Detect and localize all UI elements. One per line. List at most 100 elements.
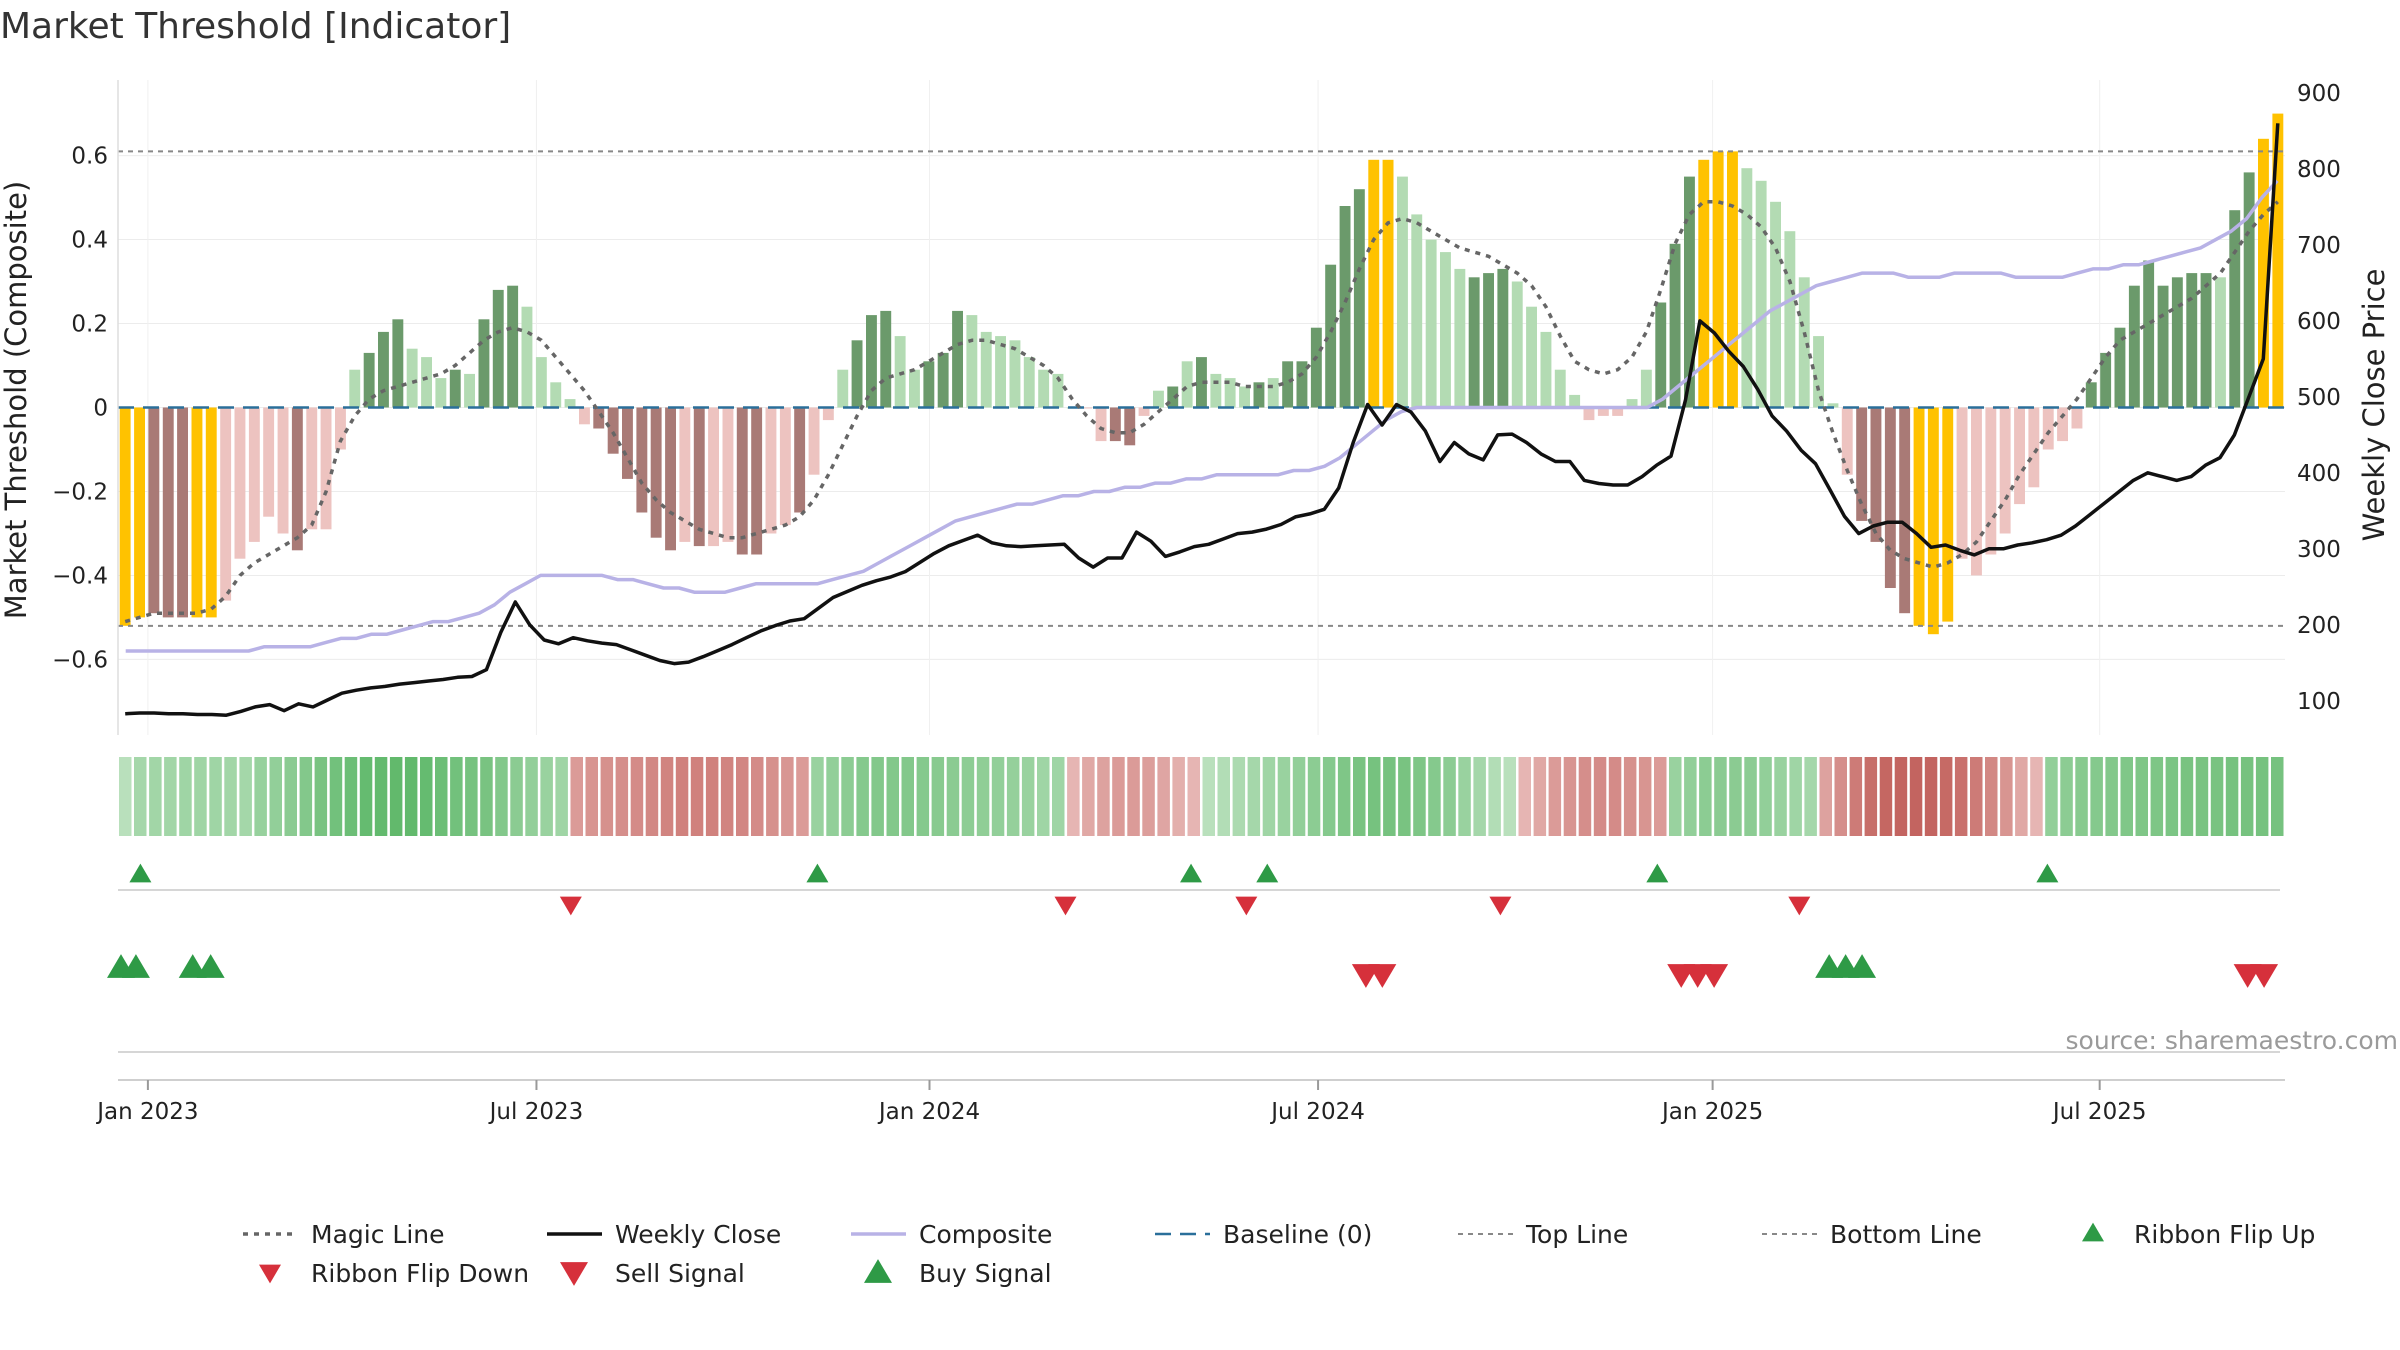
y-tick-label: 0.6: [71, 144, 108, 170]
ribbon-cell: [1232, 757, 1246, 836]
composite-bar: [306, 407, 318, 530]
composite-bar: [1497, 268, 1509, 408]
ribbon-cell: [1187, 757, 1200, 836]
ribbon-cell: [2225, 757, 2239, 836]
ribbon-cell: [2000, 757, 2013, 836]
ribbon-cell: [1669, 757, 1682, 836]
y-axis-label: Market Threshold (Composite): [0, 181, 33, 619]
ribbon-cell: [510, 757, 523, 836]
sell-signal-marker: [2250, 964, 2279, 988]
ribbon-cell: [1322, 757, 1336, 836]
legend-item-composite: Composite: [851, 1220, 1052, 1249]
composite-bar: [1023, 357, 1035, 408]
ribbon-cell: [1067, 757, 1080, 836]
y2-axis-label: Weekly Close Price: [2357, 269, 2391, 542]
ribbon-cell: [871, 757, 884, 836]
ribbon-cell: [811, 757, 824, 836]
composite-bar: [1267, 378, 1279, 408]
composite-bar: [1712, 151, 1724, 408]
y2-tick-label: 700: [2297, 233, 2341, 259]
composite-bar: [679, 407, 691, 542]
composite-bar: [1109, 407, 1121, 442]
ribbon-cell: [1954, 757, 1968, 836]
ribbon-cell: [856, 757, 869, 836]
ribbon-cell: [720, 757, 734, 836]
ribbon-cell: [600, 757, 614, 836]
composite-bar: [636, 407, 648, 513]
legend-item-magic: Magic Line: [243, 1220, 445, 1249]
ribbon-cell: [826, 757, 839, 836]
composite-bar: [1167, 386, 1179, 408]
x-tick-label: Jul 2025: [2051, 1099, 2147, 1125]
y-tick-label: −0.6: [52, 647, 108, 673]
composite-bar: [521, 306, 533, 408]
composite-bar: [1339, 206, 1351, 408]
x-tick-label: Jan 2025: [1660, 1099, 1763, 1125]
ribbon-cell: [2180, 757, 2194, 836]
legend-item-sell: Sell Signal: [560, 1259, 745, 1288]
ribbon-flip-markers: [118, 863, 2280, 916]
composite-bar: [550, 382, 562, 408]
ribbon-cell: [540, 757, 553, 836]
composite-bar: [1124, 407, 1136, 446]
ribbon-flip-up-marker: [1180, 863, 1203, 883]
ribbon-cell: [585, 757, 598, 836]
composite-bar: [1755, 180, 1767, 408]
composite-bar: [779, 407, 791, 526]
composite-bar: [952, 310, 963, 408]
composite-bar: [435, 378, 447, 408]
composite-bar: [1841, 407, 1853, 475]
composite-bar: [1884, 407, 1896, 588]
y-tick-label: 0: [93, 396, 108, 422]
composite-bar: [2100, 352, 2112, 408]
legend-item-close: Weekly Close: [547, 1220, 781, 1249]
composite-bar: [1655, 302, 1667, 408]
composite-bar: [1612, 407, 1624, 416]
legend-item-top: Top Line: [1458, 1220, 1628, 1249]
ribbon-cell: [1563, 757, 1577, 836]
composite-bar: [449, 369, 461, 408]
ribbon-cell: [1939, 757, 1953, 836]
composite-bar: [2014, 407, 2025, 505]
composite-bar: [177, 407, 188, 618]
ribbon-cell: [299, 757, 313, 836]
composite-bar: [507, 285, 519, 408]
ribbon-cell: [1428, 757, 1441, 836]
composite-bar: [1210, 373, 1222, 408]
composite-bar: [277, 407, 289, 534]
ribbon-cell: [1473, 757, 1486, 836]
ribbon-cell: [570, 757, 583, 836]
y2-tick-label: 400: [2297, 461, 2341, 487]
composite-bar: [1368, 159, 1380, 408]
ribbon-cell: [344, 757, 358, 836]
composite-bar: [736, 407, 748, 555]
composite-bar: [765, 407, 777, 534]
composite-bar: [693, 407, 705, 547]
composite-bar: [1353, 189, 1365, 408]
composite-bar: [349, 369, 361, 408]
composite-bar: [2258, 138, 2269, 408]
composite-bar: [794, 407, 806, 513]
ribbon-cell: [1443, 757, 1456, 836]
ribbon-cell: [1789, 757, 1802, 836]
ribbon-cell: [1864, 757, 1878, 836]
ribbon-cell: [435, 757, 448, 836]
y-tick-label: 0.4: [71, 228, 108, 254]
buy-signal-marker: [1848, 954, 1877, 978]
legend-label: Top Line: [1525, 1220, 1628, 1249]
ribbon-cell: [946, 757, 960, 836]
composite-bar: [1382, 159, 1394, 408]
legend-label: Magic Line: [311, 1220, 445, 1249]
ribbon-cell: [705, 757, 719, 836]
composite-bar: [2157, 285, 2169, 408]
composite-bar: [1253, 382, 1265, 408]
composite-bar: [708, 407, 719, 547]
composite-bar: [335, 407, 346, 450]
legend-label: Composite: [919, 1220, 1052, 1249]
composite-bar: [1640, 369, 1652, 408]
composite-bar: [1153, 390, 1164, 408]
ribbon-cell: [1518, 757, 1531, 836]
composite-bar: [837, 369, 849, 408]
ribbon-cell: [1503, 757, 1516, 836]
